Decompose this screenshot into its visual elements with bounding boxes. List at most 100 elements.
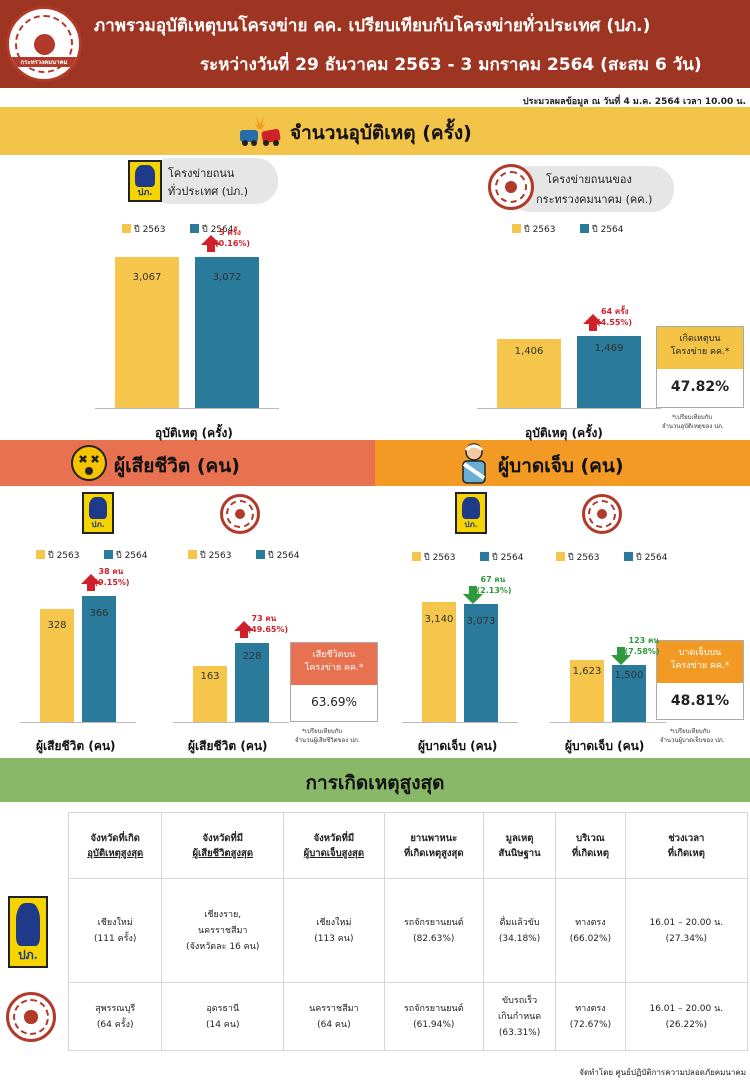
deaths-banner [0, 440, 375, 486]
injuries-share-value: 48.81% [670, 693, 730, 709]
inj-national-bar-0 [422, 601, 456, 722]
table-cell-0-6-line-0: 16.01 – 20.00 น. [649, 917, 724, 928]
table-cell-1-3-line-1: (61.94%) [413, 1019, 455, 1030]
table-row-national: เชียงใหม่ (111 ครั้ง) เชียงราย, นครราชสีมา (… [67, 878, 749, 983]
table-header-4: มูลเหตุ สันนิษฐาน [482, 812, 557, 879]
inj-moc-change-1: 123 คน [628, 635, 659, 645]
death-moc-legend-label-1: ปี 2564 [268, 551, 300, 561]
inj-national-bar-1 [464, 604, 498, 722]
acc-national-axis [95, 408, 279, 409]
accidents-share-value: 47.82% [670, 379, 730, 395]
inj-national-bar-label-0: 3,140 [424, 613, 454, 625]
death-moc-bar-label-1: 228 [242, 651, 262, 663]
acc-national-legend-label-0: ปี 2563 [134, 225, 166, 235]
national-network-label-1: โครงข่ายถนน [168, 167, 235, 180]
table-header-3-line-1: ที่เกิดเหตุสูงสุด [404, 847, 464, 859]
table-cell-1-2-line-1: (64 คน) [317, 1019, 351, 1030]
table-cell-1-2-line-0: นครราชสีมา [309, 1003, 359, 1014]
death-national-change-2: (9.15%) [94, 577, 130, 587]
moc-logo: กระทรวงคมนาคม [6, 6, 82, 82]
top-records-title: การเกิดเหตุสูงสุด [305, 772, 445, 794]
table-header-3-line-0: ยานพาหนะ [410, 832, 458, 844]
table-header-1-line-1: ผู้เสียชีวิตสูงสุด [192, 847, 254, 859]
table-cell-1-6: 16.01 – 20.00 น. (26.22%) [624, 982, 749, 1051]
deaths-share-value: 63.69% [311, 695, 357, 709]
death-moc-bar-1 [235, 643, 269, 722]
inj-national-xlabel: ผู้บาดเจ็บ (คน) [418, 739, 498, 753]
data-timestamp: ประมวลผลข้อมูล ณ วันที่ 4 ม.ค. 2564 เวลา… [522, 97, 746, 107]
dpm-logo: ปภ. [128, 160, 162, 202]
accidents-share-box: เกิดเหตุบน โครงข่าย คค.* 47.82% [656, 326, 744, 408]
table-cell-0-5: ทางตรง (66.02%) [555, 878, 626, 983]
injuries-share-note-2: จำนวนผู้บาดเจ็บของ ปภ. [660, 737, 725, 744]
header-title-line2: ระหว่างวันที่ 29 ธันวาคม 2563 - 3 มกราคม… [200, 55, 702, 75]
death-national-change-1: 38 คน [98, 566, 124, 576]
inj-national-bar-label-1: 3,073 [466, 615, 496, 627]
table-header-4-line-1: สันนิษฐาน [498, 847, 541, 859]
death-moc-legend-swatch-0 [188, 550, 197, 559]
table-cell-1-4-line-1: เกินกำหนด [498, 1011, 542, 1022]
inj-moc-axis [550, 722, 666, 723]
table-cell-0-3-line-1: (82.63%) [413, 933, 455, 944]
death-moc-legend-label-0: ปี 2563 [200, 551, 232, 561]
inj-national-legend-swatch-0 [412, 552, 421, 561]
acc-national-change-2: (0.16%) [215, 239, 251, 249]
table-cell-1-4-line-0: ขับรถเร็ว [502, 995, 538, 1006]
acc-moc-axis [477, 408, 661, 409]
inj-moc-change-2: (7.58%) [624, 646, 660, 656]
table-header-6-line-0: ช่วงเวลา [668, 832, 705, 844]
injured-person-icon [456, 442, 492, 484]
accidents-share-head: เกิดเหตุบน โครงข่าย คค.* [657, 327, 743, 369]
death-national-legend-label-1: ปี 2564 [116, 551, 148, 561]
acc-moc-legend-label-0: ปี 2563 [524, 225, 556, 235]
death-moc-change-2: (49.65%) [247, 625, 289, 635]
death-moc-change-1: 73 คน [251, 614, 277, 624]
table-header-0: จังหวัดที่เกิดอุบัติเหตุสูงสุด [67, 812, 163, 879]
dpm-logo-table: ปภ. [8, 896, 48, 968]
inj-moc-down-arrow [610, 646, 631, 665]
injuries-share-note-1: *เปรียบเทียบกับ [670, 728, 711, 735]
table-cell-0-6: 16.01 – 20.00 น. (27.34%) [624, 878, 749, 983]
acc-national-bar-1 [195, 257, 259, 408]
table-cell-0-0-line-0: เชียงใหม่ [97, 917, 133, 928]
table-cell-0-1-line-2: (จังหวัดละ 16 คน) [186, 941, 260, 952]
death-moc-bar-0 [193, 665, 227, 722]
acc-national-xlabel: อุบัติเหตุ (ครั้ง) [155, 426, 233, 440]
table-cell-0-3: รถจักรยานยนต์ (82.63%) [383, 878, 484, 983]
table-cell-0-4: ดื่มแล้วขับ (34.18%) [482, 878, 557, 983]
car-crash-icon [238, 112, 282, 150]
table-cell-0-4-line-0: ดื่มแล้วขับ [499, 917, 540, 928]
acc-moc-legend-swatch-0 [512, 224, 521, 233]
death-national-bar-label-0: 328 [47, 620, 67, 632]
dizzy-face-icon [70, 444, 108, 482]
national-network-pill [148, 158, 278, 204]
deaths-share-note-1: *เปรียบเทียบกับ [302, 728, 343, 735]
table-cell-1-6-line-1: (26.22%) [665, 1019, 707, 1030]
inj-national-legend-label-1: ปี 2564 [492, 553, 524, 563]
table-cell-1-1-line-1: (14 คน) [205, 1019, 240, 1030]
inj-moc-bar-0 [570, 659, 604, 722]
deaths-share-box: เสียชีวิตบน โครงข่าย คค.* 63.69% [290, 642, 378, 722]
inj-moc-legend-label-0: ปี 2563 [568, 553, 600, 563]
death-national-bar-0 [40, 608, 74, 722]
inj-national-legend-label-0: ปี 2563 [424, 553, 456, 563]
table-header-5-line-0: บริเวณ [576, 832, 605, 844]
deaths-share-head: เสียชีวิตบน โครงข่าย คค.* [291, 643, 377, 685]
table-header-2: จังหวัดที่มี ผู้บาดเจ็บสูงสุด [283, 812, 385, 879]
death-national-bar-1 [82, 595, 116, 722]
table-cell-1-5-line-1: (72.67%) [569, 1019, 612, 1030]
table-cell-1-4: ขับรถเร็ว เกินกำหนด (63.31%) [482, 982, 557, 1051]
table-header-1: จังหวัดที่มี ผู้เสียชีวิตสูงสุด [161, 812, 285, 879]
table-header-3: ยานพาหนะที่เกิดเหตุสูงสุด [383, 812, 484, 879]
table-cell-0-1-line-1: นครราชสีมา [198, 925, 248, 936]
table-header-0-line-0: จังหวัดที่เกิด [90, 832, 140, 844]
acc-moc-bar-label-1: 1,469 [594, 343, 624, 355]
death-national-legend-swatch-1 [104, 550, 113, 559]
table-header-0-line-1: อุบัติเหตุสูงสุด [87, 847, 144, 859]
table-header-2-line-0: จังหวัดที่มี [313, 832, 355, 844]
header-title-line1: ภาพรวมอุบัติเหตุบนโครงข่าย คค. เปรียบเที… [94, 16, 651, 36]
acc-moc-bar-0 [497, 338, 561, 408]
table-cell-0-3-line-0: รถจักรยานยนต์ [403, 917, 464, 928]
dpm-logo-injuries: ปภ. [455, 492, 487, 534]
acc-moc-up-arrow [583, 313, 603, 331]
